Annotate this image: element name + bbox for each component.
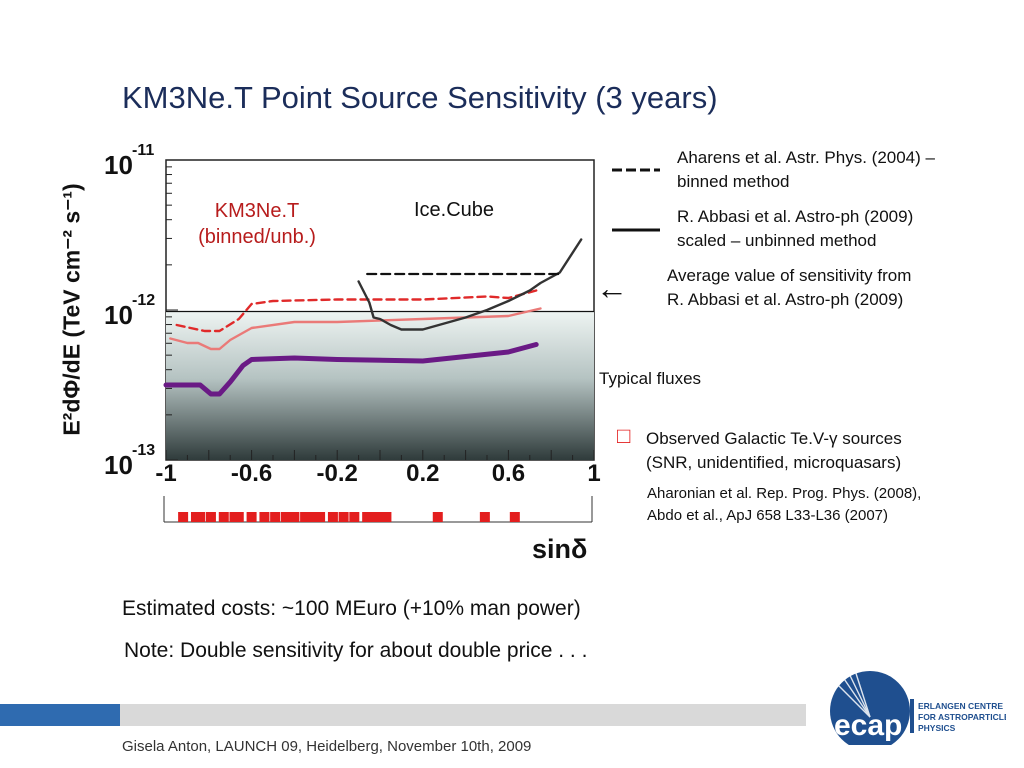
legend-observed-line1: Observed Galactic Te.V-γ sources (646, 429, 902, 448)
footer-accent-bar (0, 704, 120, 726)
x-tick-label: -0.2 (316, 460, 358, 487)
y-tick-base: 10 (104, 450, 133, 480)
km3net-annotation: KM3Ne.T (binned/unb.) (184, 198, 330, 250)
source-marker (381, 512, 392, 522)
source-marker (259, 512, 270, 522)
source-marker (246, 512, 257, 522)
logo-line1: ERLANGEN CENTRE (918, 701, 1003, 711)
x-tick-label: -1 (155, 460, 177, 487)
series-line-2 (163, 342, 539, 397)
y-axis-label: E²dΦ/dE (TeV cm⁻² s⁻¹) (58, 183, 85, 436)
y-tick-label: 10 -11 (104, 142, 154, 180)
legend-dashed-line1: Aharens et al. Astr. Phys. (2004) – (677, 148, 935, 167)
legend-average-line2: R. Abbasi et al. Astro-ph (2009) (667, 290, 904, 309)
source-marker (479, 512, 490, 522)
y-tick-exponent: -13 (132, 442, 156, 459)
y-tick-base: 10 (104, 150, 133, 180)
costs-note: Estimated costs: ~100 MEuro (+10% man po… (122, 597, 581, 620)
slide-title: KM3Ne.T Point Source Sensitivity (3 year… (122, 80, 718, 115)
source-marker (218, 512, 229, 522)
source-marker (315, 512, 326, 522)
y-tick-label: 10 -13 (104, 442, 155, 480)
series-line-0 (175, 289, 538, 333)
source-marker (300, 512, 311, 522)
x-tick-label: -0.6 (230, 460, 273, 487)
logo-line2: FOR ASTROPARTICLE (918, 712, 1006, 722)
legend-dashed-line2: binned method (677, 172, 790, 191)
checkbox-marker-icon: □ (617, 423, 631, 448)
x-axis-label: sinδ (532, 534, 588, 564)
logo-line3: PHYSICS (918, 723, 956, 733)
footer-bar (120, 704, 806, 726)
left-arrow-icon: ← (596, 270, 628, 306)
y-tick-exponent: -11 (132, 142, 155, 159)
icecube-annotation: Ice.Cube (414, 199, 495, 221)
legend-solid-line1: R. Abbasi et al. Astro-ph (2009) (677, 207, 914, 226)
series-line-3 (357, 238, 583, 331)
legend-observed-line2: (SNR, unidentified, microquasars) (646, 453, 902, 472)
ecap-logo: ecap ERLANGEN CENTRE FOR ASTROPARTICLE P… (826, 655, 1010, 751)
source-marker (432, 512, 443, 522)
source-marker (205, 512, 216, 522)
km3net-sublabel: (binned/unb.) (198, 226, 316, 248)
source-marker (338, 512, 349, 522)
y-tick-exponent: -12 (132, 292, 156, 309)
legend-typical: Typical fluxes (599, 369, 702, 388)
reference-1: Aharonian et al. Rep. Prog. Phys. (2008)… (647, 485, 922, 502)
x-tick-label: 0.6 (491, 460, 526, 487)
reference-2: Abdo et al., ApJ 658 L33-L36 (2007) (647, 507, 889, 524)
source-marker (375, 512, 385, 522)
source-marker (362, 512, 373, 522)
x-tick-label: 0.2 (406, 460, 440, 487)
references: Aharonian et al. Rep. Prog. Phys. (2008)… (647, 483, 921, 527)
price-note: Note: Double sensitivity for about doubl… (124, 639, 588, 662)
legend-solid-line2: scaled – unbinned method (677, 231, 877, 250)
legend-solid-entry: R. Abbasi et al. Astro-ph (2009) scaled … (677, 205, 913, 253)
y-tick-label: 10 -12 (104, 292, 155, 330)
x-tick-label: 1 (587, 460, 601, 487)
source-marker (195, 512, 206, 522)
km3net-label: KM3Ne.T (214, 200, 300, 222)
legend-observed-entry: Observed Galactic Te.V-γ sources (SNR, u… (646, 427, 902, 475)
source-marker (270, 512, 281, 522)
source-marker (280, 512, 291, 522)
source-marker (509, 512, 520, 522)
source-marker (349, 512, 360, 522)
legend-dashed-entry: Aharens et al. Astr. Phys. (2004) – binn… (677, 146, 935, 194)
ecap-logo-graphic: ecap ERLANGEN CENTRE FOR ASTROPARTICLE P… (829, 660, 1010, 751)
source-marker (233, 512, 244, 522)
source-marker (327, 512, 338, 522)
footer-text: Gisela Anton, LAUNCH 09, Heidelberg, Nov… (122, 738, 532, 755)
legend-average-entry: Average value of sensitivity from R. Abb… (667, 264, 911, 312)
legend-average-line1: Average value of sensitivity from (667, 266, 912, 285)
logo-wordmark: ecap (834, 709, 902, 742)
y-tick-base: 10 (104, 300, 133, 330)
source-marker (289, 512, 300, 522)
series-line-1 (169, 307, 542, 351)
source-marker (306, 512, 317, 522)
source-marker (178, 512, 189, 522)
